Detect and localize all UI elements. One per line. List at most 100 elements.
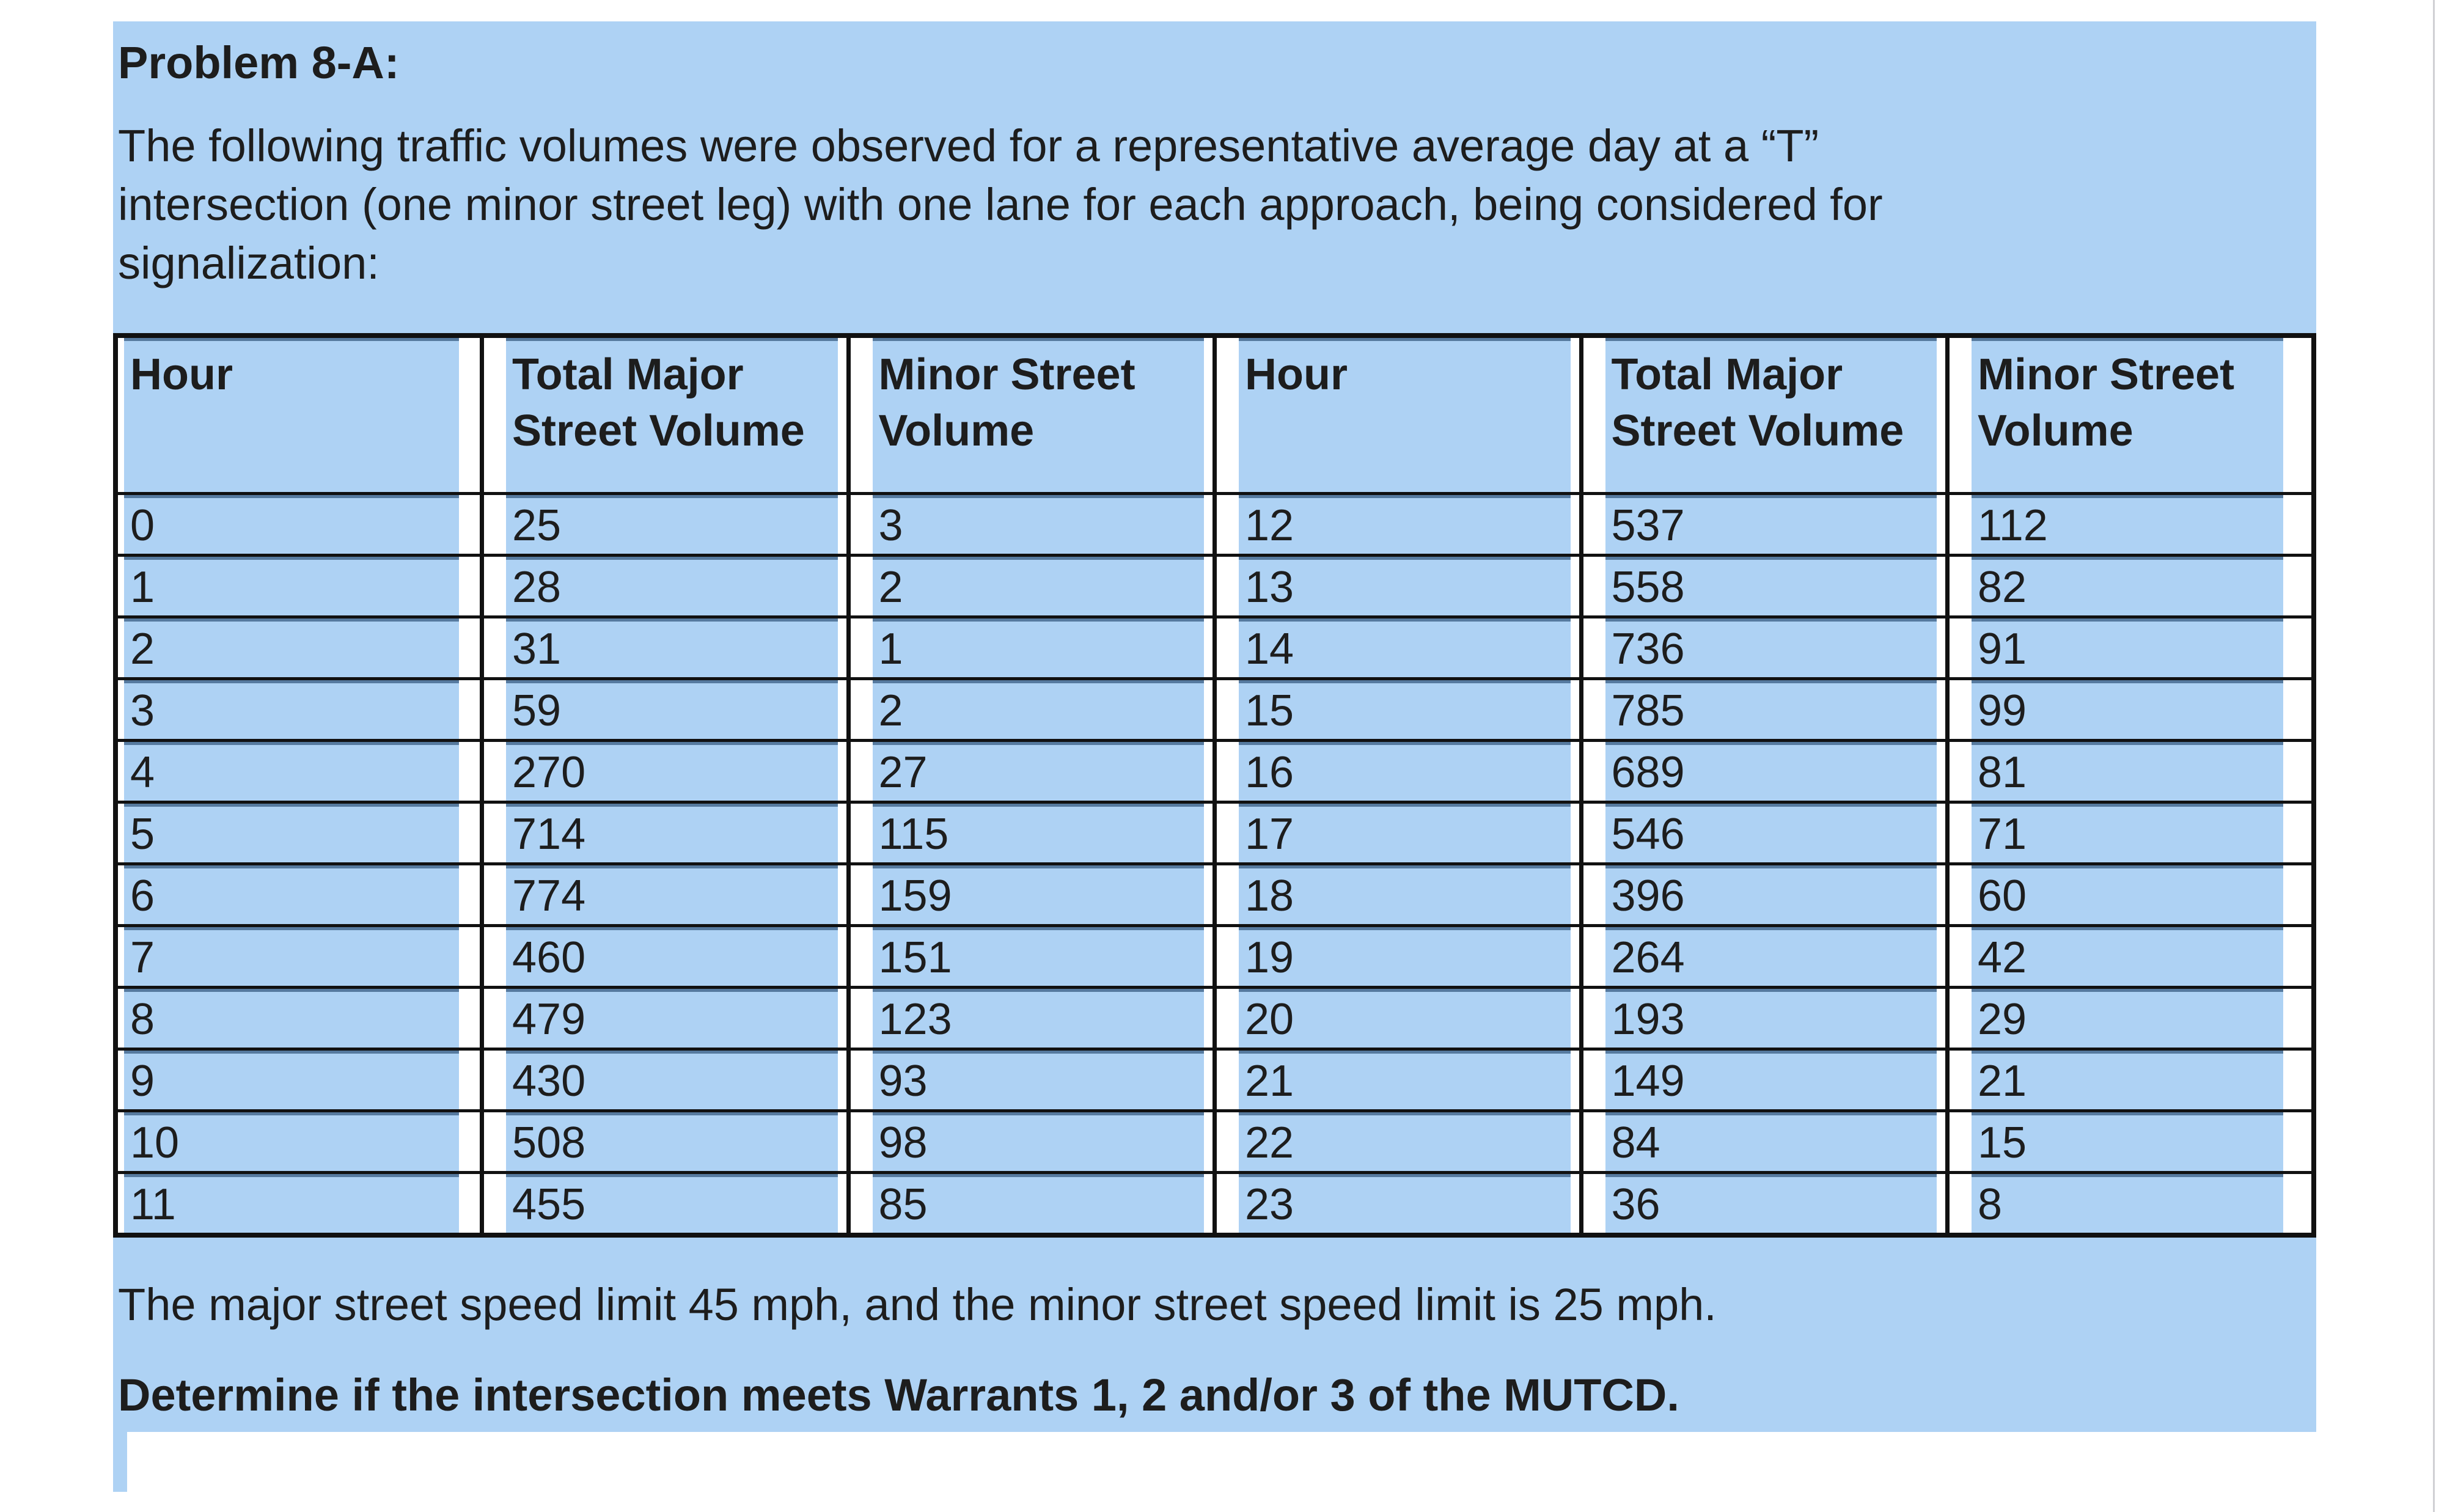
major-volume-cell: 558 (1579, 553, 1950, 618)
cell-value: 98 (872, 1112, 1204, 1171)
table-header-label: Total Major Street Volume (1605, 338, 1937, 492)
minor-volume-cell: 2 (846, 553, 1217, 618)
major-volume-cell: 430 (480, 1047, 851, 1112)
cell-value: 1 (124, 556, 459, 615)
table-row: 9 430 93 21 149 21 (113, 1047, 2316, 1112)
table-header-label: Hour (1239, 338, 1571, 492)
cell-value: 5 (124, 803, 459, 862)
hour-cell: 18 (1212, 862, 1583, 927)
cell-value: 19 (1239, 927, 1571, 986)
major-volume-cell: 774 (480, 862, 851, 927)
cell-value: 6 (124, 865, 459, 924)
minor-volume-cell: 85 (846, 1170, 1217, 1236)
cell-value: 14 (1239, 618, 1571, 677)
cell-value: 20 (1239, 988, 1571, 1048)
hour-cell: 13 (1212, 553, 1583, 618)
minor-volume-cell: 71 (1945, 800, 2316, 865)
cell-value: 84 (1605, 1112, 1937, 1171)
cell-value: 159 (872, 865, 1204, 924)
hour-cell: 15 (1212, 677, 1583, 742)
cell-value: 60 (1972, 865, 2283, 924)
cell-value: 85 (872, 1173, 1204, 1233)
table-header-cell: Minor Street Volume (846, 334, 1217, 495)
minor-volume-cell: 159 (846, 862, 1217, 927)
cell-value: 430 (506, 1050, 838, 1109)
table-header-row: Hour Total Major Street Volume Minor Stree… (113, 334, 2316, 495)
table-row: 11 455 85 23 36 8 (113, 1170, 2316, 1236)
cell-value: 23 (1239, 1173, 1571, 1233)
minor-volume-cell: 3 (846, 491, 1217, 557)
table-header-label: Minor Street Volume (1972, 338, 2283, 492)
hour-cell: 4 (113, 738, 484, 804)
table-row: 3 59 2 15 785 99 (113, 677, 2316, 742)
major-volume-cell: 537 (1579, 491, 1950, 557)
cell-value: 689 (1605, 741, 1937, 801)
minor-volume-cell: 91 (1945, 615, 2316, 680)
minor-volume-cell: 42 (1945, 923, 2316, 989)
minor-volume-cell: 60 (1945, 862, 2316, 927)
cell-value: 2 (124, 618, 459, 677)
cell-value: 28 (506, 556, 838, 615)
minor-volume-cell: 98 (846, 1109, 1217, 1174)
table-header-cell: Minor Street Volume (1945, 334, 2316, 495)
speed-limit-note: The major street speed limit 45 mph, and… (118, 1279, 1717, 1330)
hour-cell: 3 (113, 677, 484, 742)
table-header-label: Total Major Street Volume (506, 338, 838, 492)
cell-value: 8 (1972, 1173, 2283, 1233)
table-row: 0 25 3 12 537 112 (113, 491, 2316, 557)
hour-cell: 23 (1212, 1170, 1583, 1236)
major-volume-cell: 193 (1579, 985, 1950, 1051)
cell-value: 714 (506, 803, 838, 862)
cell-value: 193 (1605, 988, 1937, 1048)
hour-cell: 11 (113, 1170, 484, 1236)
cell-value: 93 (872, 1050, 1204, 1109)
minor-volume-cell: 21 (1945, 1047, 2316, 1112)
cell-value: 12 (1239, 494, 1571, 554)
hour-cell: 9 (113, 1047, 484, 1112)
cell-value: 10 (124, 1112, 459, 1171)
cell-value: 29 (1972, 988, 2283, 1048)
cell-value: 21 (1239, 1050, 1571, 1109)
hour-cell: 12 (1212, 491, 1583, 557)
cell-value: 123 (872, 988, 1204, 1048)
intro-paragraph: The following traffic volumes were obser… (118, 120, 1883, 288)
table-row: 8 479 123 20 193 29 (113, 985, 2316, 1051)
minor-volume-cell: 8 (1945, 1170, 2316, 1236)
major-volume-cell: 455 (480, 1170, 851, 1236)
cell-value: 151 (872, 927, 1204, 986)
major-volume-cell: 460 (480, 923, 851, 989)
major-volume-cell: 714 (480, 800, 851, 865)
minor-volume-cell: 115 (846, 800, 1217, 865)
major-volume-cell: 84 (1579, 1109, 1950, 1174)
minor-volume-cell: 15 (1945, 1109, 2316, 1174)
hour-cell: 14 (1212, 615, 1583, 680)
cell-value: 149 (1605, 1050, 1937, 1109)
hour-cell: 17 (1212, 800, 1583, 865)
problem-title: Problem 8-A: (118, 37, 400, 88)
table-row: 10 508 98 22 84 15 (113, 1109, 2316, 1174)
cell-value: 11 (124, 1173, 459, 1233)
cell-value: 455 (506, 1173, 838, 1233)
cell-value: 1 (872, 618, 1204, 677)
minor-volume-cell: 82 (1945, 553, 2316, 618)
hour-cell: 8 (113, 985, 484, 1051)
table-row: 2 31 1 14 736 91 (113, 615, 2316, 680)
cell-value: 270 (506, 741, 838, 801)
major-volume-cell: 689 (1579, 738, 1950, 804)
hour-cell: 2 (113, 615, 484, 680)
major-volume-cell: 270 (480, 738, 851, 804)
cell-value: 42 (1972, 927, 2283, 986)
cell-value: 15 (1239, 680, 1571, 739)
major-volume-cell: 736 (1579, 615, 1950, 680)
major-volume-cell: 36 (1579, 1170, 1950, 1236)
cell-value: 2 (872, 556, 1204, 615)
cell-value: 546 (1605, 803, 1937, 862)
cell-value: 22 (1239, 1112, 1571, 1171)
cell-value: 3 (872, 494, 1204, 554)
cell-value: 112 (1972, 494, 2283, 554)
minor-volume-cell: 1 (846, 615, 1217, 680)
major-volume-cell: 28 (480, 553, 851, 618)
cell-value: 31 (506, 618, 838, 677)
cell-value: 16 (1239, 741, 1571, 801)
